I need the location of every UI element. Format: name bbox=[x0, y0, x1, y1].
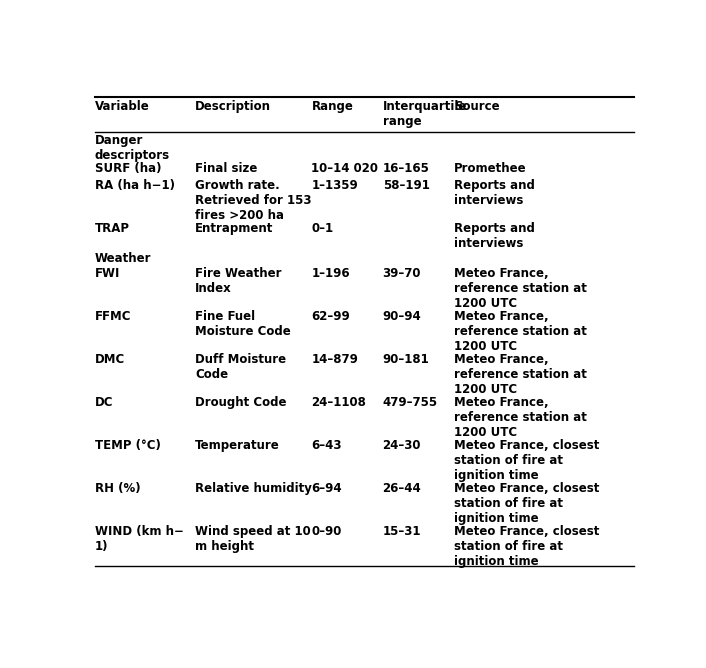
Text: FWI: FWI bbox=[95, 267, 120, 280]
Text: Meteo France,
reference station at
1200 UTC: Meteo France, reference station at 1200 … bbox=[454, 353, 587, 396]
Text: Final size: Final size bbox=[195, 162, 257, 176]
Text: 0–90: 0–90 bbox=[311, 525, 342, 538]
Text: Range: Range bbox=[311, 100, 354, 113]
Text: 62–99: 62–99 bbox=[311, 310, 350, 323]
Text: 90–94: 90–94 bbox=[383, 310, 421, 323]
Text: 24–1108: 24–1108 bbox=[311, 396, 366, 409]
Text: 16–165: 16–165 bbox=[383, 162, 429, 176]
Text: Interquartile
range: Interquartile range bbox=[383, 100, 467, 128]
Text: TEMP (°C): TEMP (°C) bbox=[95, 439, 161, 452]
Text: Meteo France,
reference station at
1200 UTC: Meteo France, reference station at 1200 … bbox=[454, 310, 587, 353]
Text: Temperature: Temperature bbox=[195, 439, 280, 452]
Text: Drought Code: Drought Code bbox=[195, 396, 287, 409]
Text: FFMC: FFMC bbox=[95, 310, 131, 323]
Text: 24–30: 24–30 bbox=[383, 439, 421, 452]
Text: Fine Fuel
Moisture Code: Fine Fuel Moisture Code bbox=[195, 310, 291, 338]
Text: 90–181: 90–181 bbox=[383, 353, 429, 366]
Text: DC: DC bbox=[95, 396, 114, 409]
Text: Source: Source bbox=[454, 100, 499, 113]
Text: RH (%): RH (%) bbox=[95, 482, 140, 495]
Text: 0–1: 0–1 bbox=[311, 222, 334, 235]
Text: 39–70: 39–70 bbox=[383, 267, 421, 280]
Text: Meteo France, closest
station of fire at
ignition time: Meteo France, closest station of fire at… bbox=[454, 525, 599, 568]
Text: Meteo France,
reference station at
1200 UTC: Meteo France, reference station at 1200 … bbox=[454, 396, 587, 439]
Text: Promethee: Promethee bbox=[454, 162, 527, 176]
Text: Variable: Variable bbox=[95, 100, 150, 113]
Text: TRAP: TRAP bbox=[95, 222, 130, 235]
Text: Weather: Weather bbox=[95, 252, 151, 265]
Text: Reports and
interviews: Reports and interviews bbox=[454, 222, 534, 250]
Text: Meteo France, closest
station of fire at
ignition time: Meteo France, closest station of fire at… bbox=[454, 439, 599, 482]
Text: Danger
descriptors: Danger descriptors bbox=[95, 134, 170, 162]
Text: Wind speed at 10
m height: Wind speed at 10 m height bbox=[195, 525, 311, 553]
Text: 6–94: 6–94 bbox=[311, 482, 342, 495]
Text: RA (ha h−1): RA (ha h−1) bbox=[95, 179, 175, 192]
Text: Meteo France,
reference station at
1200 UTC: Meteo France, reference station at 1200 … bbox=[454, 267, 587, 310]
Text: 26–44: 26–44 bbox=[383, 482, 421, 495]
Text: WIND (km h−
1): WIND (km h− 1) bbox=[95, 525, 184, 553]
Text: Fire Weather
Index: Fire Weather Index bbox=[195, 267, 282, 295]
Text: Description: Description bbox=[195, 100, 271, 113]
Text: Growth rate.
Retrieved for 153
fires >200 ha: Growth rate. Retrieved for 153 fires >20… bbox=[195, 179, 311, 222]
Text: 6–43: 6–43 bbox=[311, 439, 342, 452]
Text: 10–14 020: 10–14 020 bbox=[311, 162, 378, 176]
Text: 15–31: 15–31 bbox=[383, 525, 421, 538]
Text: Meteo France, closest
station of fire at
ignition time: Meteo France, closest station of fire at… bbox=[454, 482, 599, 525]
Text: Reports and
interviews: Reports and interviews bbox=[454, 179, 534, 207]
Text: DMC: DMC bbox=[95, 353, 125, 366]
Text: SURF (ha): SURF (ha) bbox=[95, 162, 161, 176]
Text: Entrapment: Entrapment bbox=[195, 222, 273, 235]
Text: Duff Moisture
Code: Duff Moisture Code bbox=[195, 353, 286, 381]
Text: 14–879: 14–879 bbox=[311, 353, 359, 366]
Text: 58–191: 58–191 bbox=[383, 179, 429, 192]
Text: 1–1359: 1–1359 bbox=[311, 179, 358, 192]
Text: Relative humidity: Relative humidity bbox=[195, 482, 312, 495]
Text: 1–196: 1–196 bbox=[311, 267, 350, 280]
Text: 479–755: 479–755 bbox=[383, 396, 438, 409]
